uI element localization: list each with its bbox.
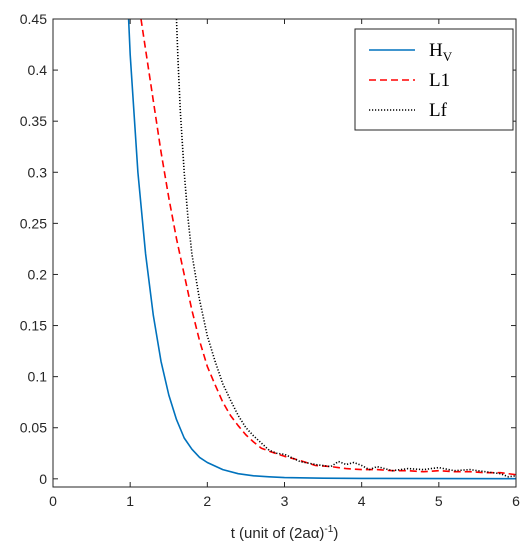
- legend: HV L1 Lf: [354, 28, 514, 131]
- x-tick-label: 5: [435, 493, 443, 509]
- y-tick-label: 0.45: [20, 11, 47, 27]
- axes-frame: [52, 18, 517, 488]
- x-tick-label: 0: [49, 493, 57, 509]
- x-tick-label: 4: [358, 493, 366, 509]
- legend-label: Lf: [429, 100, 448, 121]
- x-tick-label: 6: [512, 493, 520, 509]
- y-tick-label: 0.2: [28, 266, 48, 282]
- y-tick-label: 0.4: [28, 62, 48, 78]
- series-line-lf: [175, 19, 516, 478]
- series-line-hv: [127, 19, 516, 480]
- series-layer: [127, 19, 516, 480]
- y-tick-label: 0.25: [20, 215, 47, 231]
- y-axis-ticks: 0 0.05 0.1 0.15 0.2 0.25 0.3 0.35 0.4 0.45: [20, 11, 516, 487]
- legend-items: HV L1 Lf: [369, 40, 453, 121]
- x-axis-title-close: ): [333, 525, 338, 542]
- legend-label: L1: [429, 70, 450, 91]
- y-tick-label: 0.05: [20, 420, 47, 436]
- x-tick-label: 1: [126, 493, 134, 509]
- series-line-l1: [140, 19, 516, 476]
- x-tick-label: 2: [203, 493, 211, 509]
- legend-label: HV: [429, 40, 453, 64]
- y-tick-label: 0.15: [20, 318, 47, 334]
- y-tick-label: 0.35: [20, 113, 47, 129]
- x-axis-title-main: t (unit of (2aα): [231, 525, 325, 542]
- y-tick-label: 0: [39, 471, 47, 487]
- x-axis-ticks: 0 1 2 3 4 5 6: [49, 19, 520, 509]
- x-axis-title: t (unit of (2aα)-1): [231, 524, 339, 542]
- y-tick-label: 0.3: [28, 164, 48, 180]
- x-tick-label: 3: [281, 493, 289, 509]
- x-axis-title-superscript: -1: [324, 524, 333, 535]
- y-tick-label: 0.1: [28, 369, 48, 385]
